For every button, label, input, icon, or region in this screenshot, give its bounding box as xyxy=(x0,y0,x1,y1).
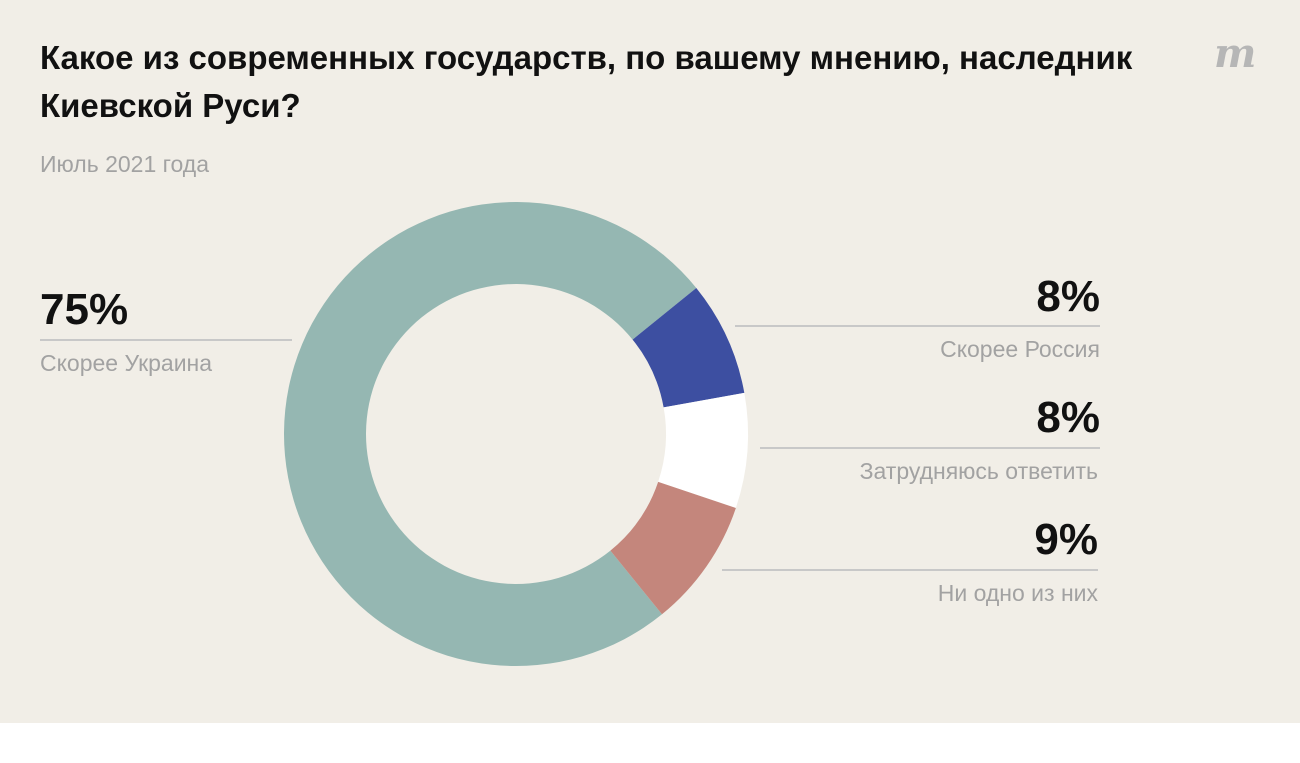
donut-slice-none xyxy=(610,481,736,615)
chart-subtitle: Июль 2021 года xyxy=(40,151,210,177)
chart-title: Какое из современных государств, по ваше… xyxy=(40,39,1133,124)
leader-line-none xyxy=(722,569,1098,571)
donut-slices xyxy=(283,202,748,667)
leader-line-undecided xyxy=(760,447,1100,449)
value-label-undecided: 8% xyxy=(1036,393,1100,442)
value-label-russia: 8% xyxy=(1036,272,1100,321)
publisher-logo: m xyxy=(1214,30,1257,77)
category-label-undecided: Затрудняюсь ответить xyxy=(859,458,1098,484)
category-label-none: Ни одно из них xyxy=(937,580,1098,606)
donut-slice-russia xyxy=(632,287,745,408)
leader-line-russia xyxy=(735,325,1100,327)
donut-slice-undecided xyxy=(658,392,748,508)
chart-card: Какое из современных государств, по ваше… xyxy=(0,0,1300,723)
donut-slice-ukraine xyxy=(283,202,697,667)
value-label-none: 9% xyxy=(1034,515,1098,564)
leader-line-ukraine xyxy=(40,339,292,341)
category-label-russia: Скорее Россия xyxy=(940,336,1100,362)
donut-chart xyxy=(283,202,748,667)
value-label-ukraine: 75% xyxy=(40,285,129,334)
category-label-ukraine: Скорее Украина xyxy=(40,350,213,376)
